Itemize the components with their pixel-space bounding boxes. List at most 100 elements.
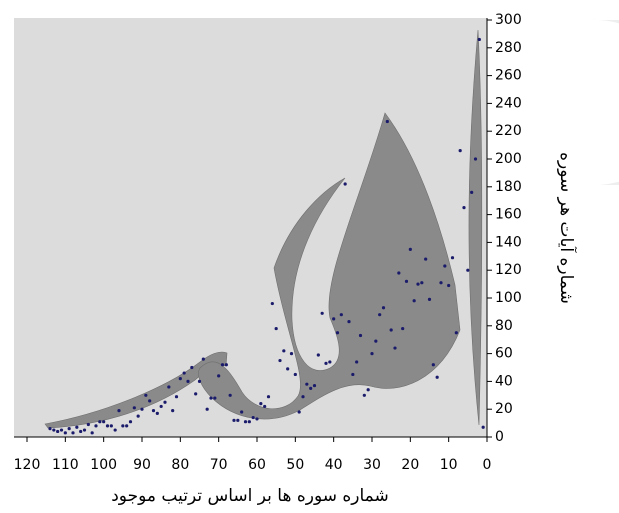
point: [335, 331, 340, 335]
point: [450, 256, 455, 260]
point: [312, 383, 317, 388]
point: [473, 157, 478, 161]
point: [90, 431, 94, 435]
point: [427, 297, 432, 301]
point: [404, 279, 409, 283]
point: [397, 271, 401, 275]
point: [286, 367, 290, 371]
point: [259, 402, 263, 406]
point: [424, 257, 428, 261]
point: [155, 411, 159, 415]
point: [458, 149, 462, 153]
y-tick-label: 100: [495, 290, 522, 306]
point: [236, 418, 240, 422]
point: [401, 326, 405, 331]
point: [178, 377, 182, 381]
point: [324, 361, 328, 365]
point: [209, 396, 213, 400]
point: [190, 365, 194, 370]
point: [159, 404, 163, 409]
x-tick-label: 80: [171, 457, 189, 473]
point: [289, 352, 294, 356]
point: [443, 264, 447, 268]
point: [71, 431, 75, 435]
point: [240, 410, 244, 414]
point: [251, 415, 255, 420]
point: [228, 393, 232, 397]
point: [316, 353, 320, 357]
point: [439, 281, 443, 285]
point: [481, 425, 485, 429]
point: [293, 372, 297, 377]
y-axis-label: شماره آیات هر سوره: [556, 152, 578, 304]
point: [447, 283, 451, 288]
point: [393, 346, 397, 350]
point: [213, 396, 217, 400]
point: [378, 313, 382, 317]
y-tick-label: 160: [495, 207, 522, 223]
point: [113, 428, 117, 432]
x-tick-label: 90: [133, 457, 151, 473]
point: [56, 429, 60, 434]
point: [144, 393, 148, 397]
point: [186, 379, 190, 383]
point: [82, 428, 87, 432]
point: [416, 282, 420, 286]
point: [462, 206, 466, 210]
y-tick-label: 140: [495, 234, 522, 250]
y-tick-label: 260: [495, 68, 522, 84]
point: [67, 427, 71, 431]
point: [194, 392, 198, 396]
y-tick-label: 0: [495, 429, 504, 445]
point: [420, 281, 424, 285]
point: [220, 363, 225, 367]
point: [52, 428, 56, 432]
y-tick-label: 20: [495, 401, 513, 417]
point: [136, 414, 140, 418]
point: [182, 371, 186, 375]
point: [381, 306, 386, 310]
point: [351, 372, 355, 377]
point: [171, 408, 175, 413]
y-tick-label: 180: [495, 179, 522, 195]
point: [232, 418, 236, 422]
point: [125, 424, 129, 428]
point: [477, 37, 481, 42]
point: [117, 408, 121, 413]
point: [247, 420, 251, 424]
point: [282, 349, 286, 353]
x-tick-label: 30: [363, 457, 381, 473]
point: [266, 395, 271, 399]
x-tick-label: 120: [14, 457, 41, 473]
point: [370, 352, 374, 356]
point: [278, 358, 282, 363]
point: [297, 410, 301, 414]
point: [163, 400, 167, 404]
y-tick-label: 80: [495, 318, 513, 334]
y-tick-label: 60: [495, 346, 513, 362]
point: [385, 119, 389, 124]
x-tick-label: 100: [90, 457, 117, 473]
point: [366, 388, 370, 392]
y-tick-label: 200: [495, 151, 522, 167]
point: [454, 331, 458, 335]
x-axis-label: شماره سوره ها بر اساس ترتیب موجود: [111, 486, 389, 506]
x-tick-label: 40: [325, 457, 343, 473]
point: [217, 374, 221, 378]
point: [201, 357, 205, 361]
x-tick-label: 50: [286, 457, 304, 473]
y-tick-label: 240: [495, 95, 522, 111]
point: [470, 190, 474, 194]
point: [75, 425, 79, 429]
point: [132, 406, 136, 410]
point: [374, 339, 378, 343]
x-tick-label: 10: [440, 457, 458, 473]
point: [63, 431, 67, 435]
point: [339, 313, 343, 317]
point: [301, 395, 305, 399]
point: [94, 424, 98, 428]
point: [151, 408, 156, 413]
point: [105, 424, 110, 428]
point: [263, 404, 267, 409]
